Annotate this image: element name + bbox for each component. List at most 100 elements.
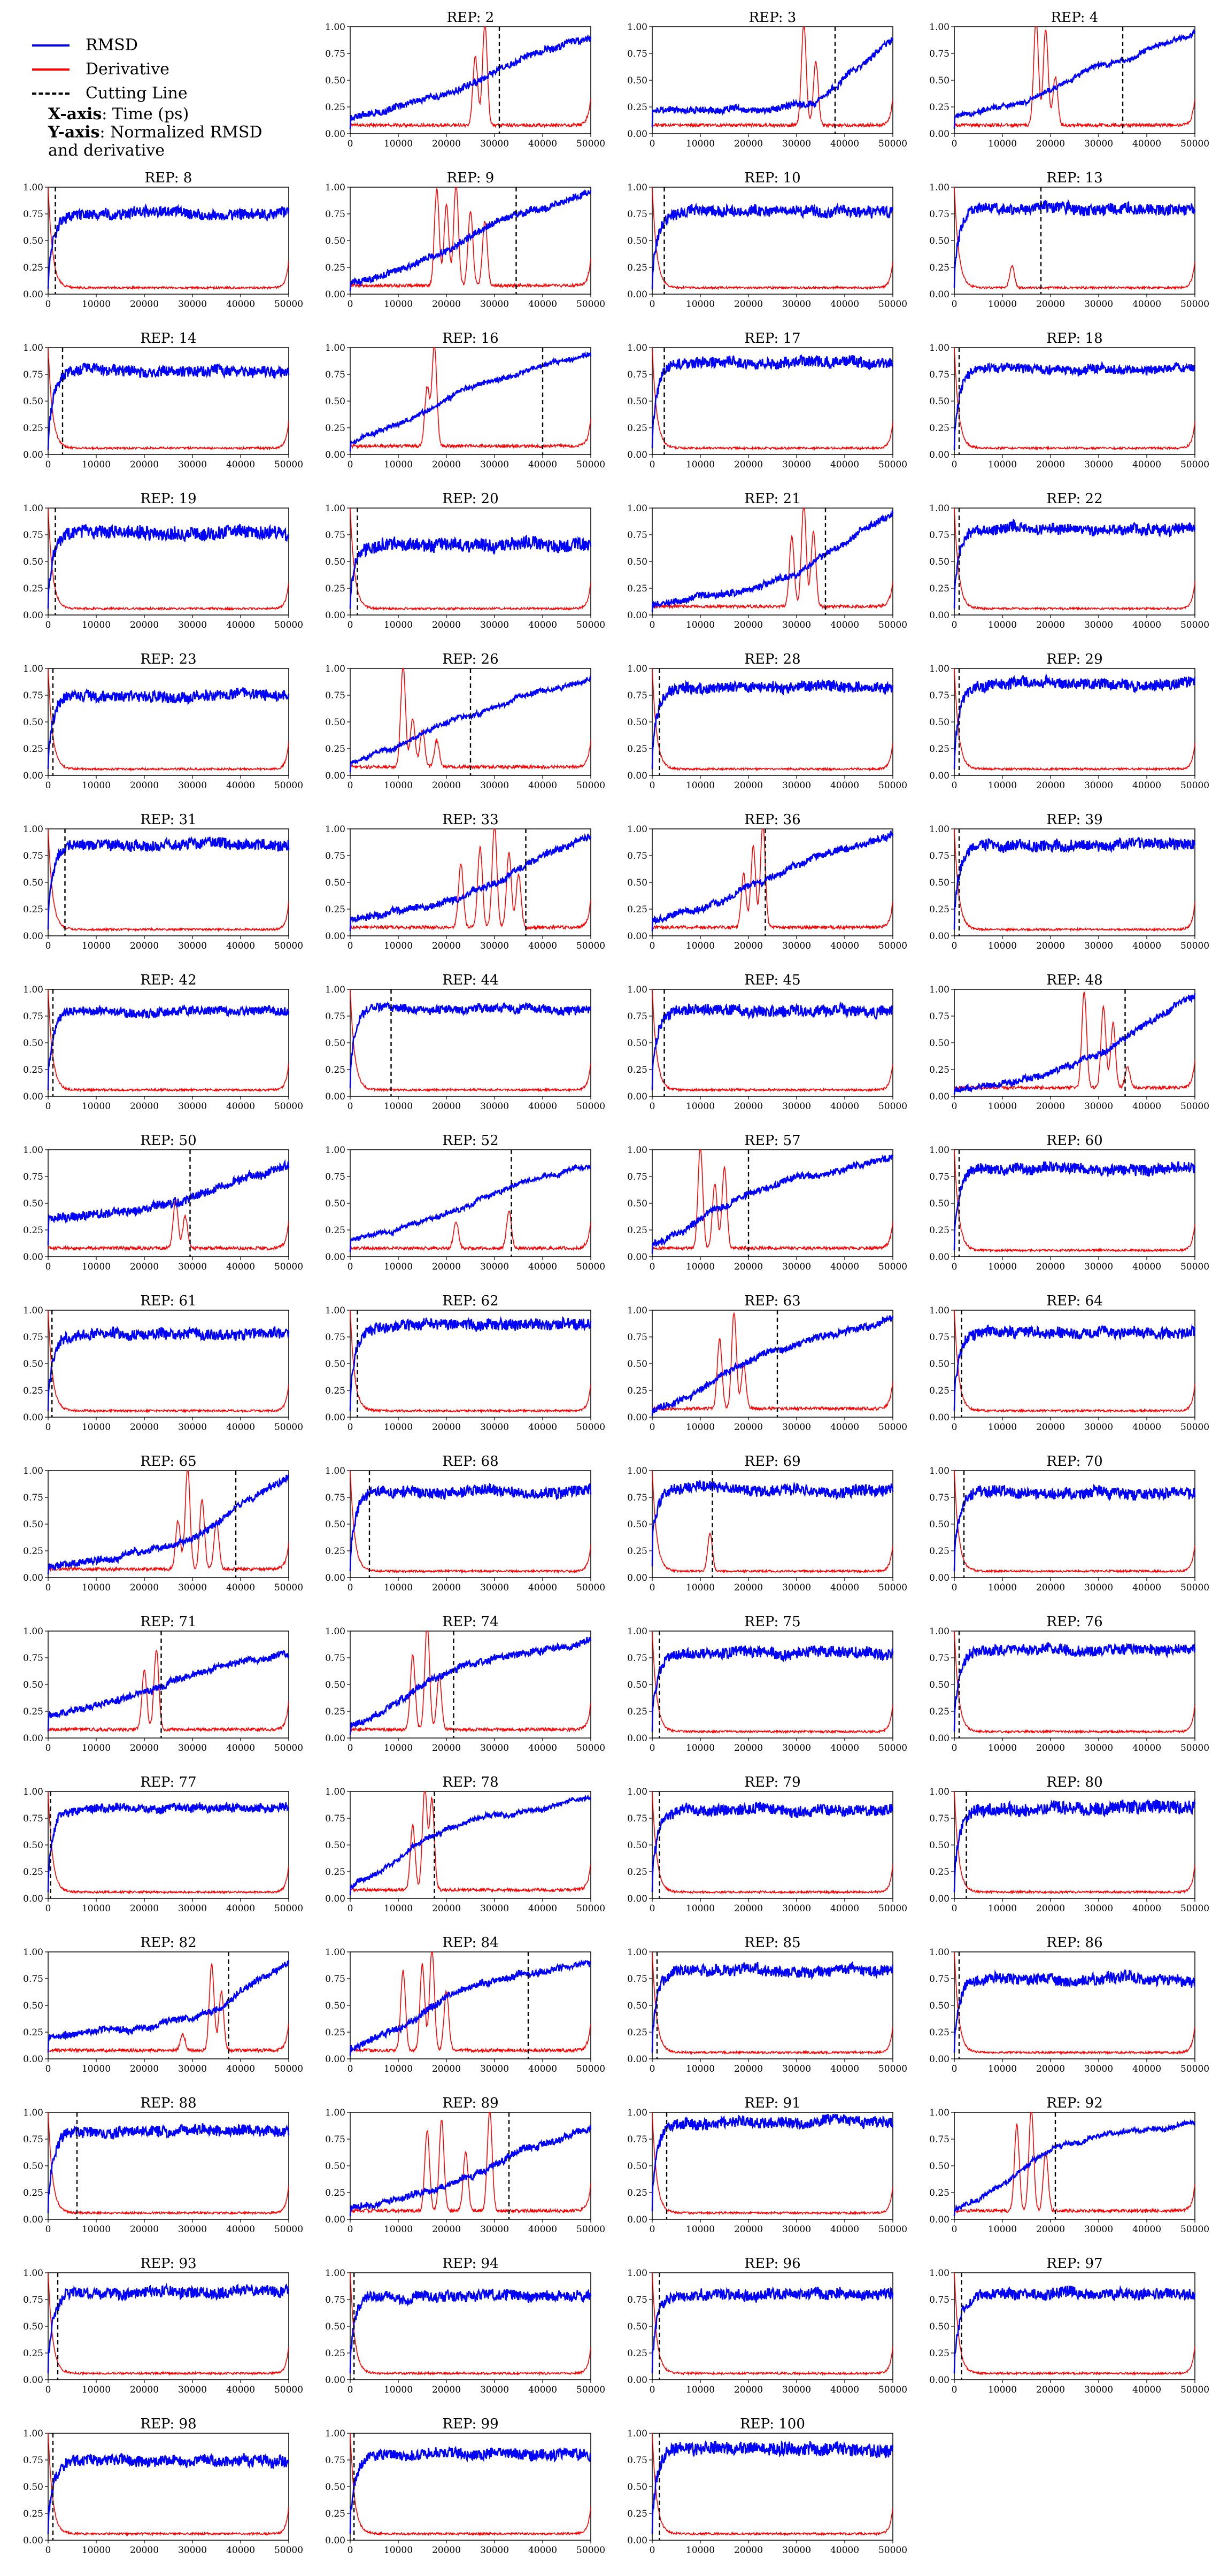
y-tick-label: 0.00 (627, 1894, 647, 1904)
x-tick-label: 40000 (226, 1422, 255, 1433)
x-tick-label: 30000 (1084, 459, 1113, 470)
y-tick-label: 0.50 (23, 2321, 43, 2332)
y-tick-label: 0.00 (23, 1412, 43, 1423)
x-tick-label: 30000 (178, 1582, 207, 1593)
y-tick-label: 0.25 (23, 423, 43, 434)
derivative-line (350, 2433, 591, 2536)
y-tick-label: 0.75 (325, 1493, 345, 1503)
x-tick-label: 40000 (1132, 139, 1161, 149)
y-tick-label: 0.75 (325, 2134, 345, 2145)
x-tick-label: 40000 (830, 2545, 859, 2556)
y-tick-label: 0.50 (929, 717, 949, 728)
derivative-line (48, 1963, 289, 2054)
y-tick-label: 1.00 (23, 503, 43, 514)
y-tick-label: 0.00 (325, 2535, 345, 2546)
x-tick-label: 40000 (528, 1422, 557, 1433)
rmsd-line (651, 679, 894, 770)
panel-rep-74: REP: 74 0.00 0.25 0.50 0.75 1.00 0 10000 20000 30… (325, 1614, 605, 1754)
y-tick-label: 0.75 (23, 530, 43, 541)
panel-rep-65: REP: 65 0.00 0.25 0.50 0.75 1.00 0 10000 20000 30… (23, 1454, 303, 1593)
panel-rep-94: REP: 94 0.00 0.25 0.50 0.75 1.00 0 10000 20000 30… (325, 2256, 605, 2395)
y-tick-label: 0.00 (23, 2214, 43, 2225)
x-tick-label: 10000 (384, 2385, 413, 2395)
x-tick-label: 50000 (878, 2064, 907, 2074)
panel-rep-78: REP: 78 0.00 0.25 0.50 0.75 1.00 0 10000 20000 30… (325, 1774, 605, 1914)
derivative-line (48, 2433, 289, 2537)
x-tick-label: 10000 (384, 1743, 413, 1754)
y-tick-label: 0.50 (627, 2161, 647, 2172)
y-tick-label: 0.75 (23, 1011, 43, 1022)
y-tick-label: 0.25 (627, 1225, 647, 1236)
y-tick-label: 1.00 (23, 1305, 43, 1316)
derivative-line (954, 1470, 1195, 1574)
y-tick-label: 0.25 (929, 1706, 949, 1717)
panel-title: REP: 14 (140, 330, 196, 347)
y-tick-label: 1.00 (23, 182, 43, 193)
x-tick-label: 50000 (576, 780, 605, 791)
x-tick-label: 20000 (734, 1101, 763, 1112)
x-tick-label: 50000 (274, 780, 303, 791)
y-tick-label: 0.75 (929, 2295, 949, 2305)
y-tick-label: 0.75 (929, 1172, 949, 1182)
x-tick-label: 0 (45, 1743, 51, 1754)
x-tick-label: 50000 (1180, 459, 1209, 470)
plot-frame (48, 1951, 289, 2059)
y-tick-label: 0.00 (929, 2214, 949, 2225)
y-tick-label: 0.00 (325, 1091, 345, 1102)
x-tick-label: 40000 (226, 2385, 255, 2395)
y-tick-label: 0.50 (325, 557, 345, 567)
x-tick-label: 20000 (130, 1903, 159, 1914)
y-tick-label: 0.75 (929, 1493, 949, 1503)
rmsd-line (47, 1004, 290, 1090)
y-tick-label: 1.00 (325, 1947, 345, 1958)
x-tick-label: 30000 (1084, 620, 1113, 630)
y-tick-label: 0.00 (929, 1252, 949, 1263)
y-tick-label: 0.25 (929, 263, 949, 273)
x-tick-label: 40000 (830, 139, 859, 149)
x-tick-label: 50000 (576, 1903, 605, 1914)
panel-title: REP: 61 (140, 1293, 196, 1309)
derivative-line (652, 26, 893, 129)
y-tick-label: 0.50 (929, 236, 949, 247)
derivative-line (954, 2112, 1195, 2214)
y-tick-label: 0.75 (325, 2295, 345, 2305)
panel-title: REP: 36 (744, 812, 800, 828)
x-tick-label: 50000 (576, 299, 605, 310)
y-tick-label: 0.50 (929, 75, 949, 86)
x-tick-label: 0 (348, 941, 353, 951)
y-tick-label: 0.75 (23, 1172, 43, 1182)
y-tick-label: 0.25 (929, 744, 949, 755)
y-tick-label: 0.75 (325, 1974, 345, 1985)
derivative-line (652, 347, 893, 451)
y-tick-label: 0.75 (325, 1332, 345, 1343)
x-tick-label: 10000 (82, 1422, 111, 1433)
y-tick-label: 0.00 (325, 289, 345, 300)
x-tick-label: 50000 (576, 2064, 605, 2074)
x-tick-label: 30000 (1084, 780, 1113, 791)
y-axis-description: : Normalized RMSD (99, 123, 263, 142)
panel-rep-70: REP: 70 0.00 0.25 0.50 0.75 1.00 0 10000 20000 30… (929, 1454, 1209, 1593)
y-tick-label: 0.75 (23, 1493, 43, 1503)
panel-title: REP: 20 (442, 491, 498, 507)
x-tick-label: 50000 (274, 2545, 303, 2556)
derivative-line (350, 828, 591, 931)
y-tick-label: 0.00 (325, 1252, 345, 1263)
y-tick-label: 0.00 (929, 2054, 949, 2065)
x-tick-label: 30000 (1084, 941, 1113, 951)
x-tick-label: 10000 (82, 620, 111, 630)
y-tick-label: 1.00 (627, 1305, 647, 1316)
y-tick-label: 0.50 (627, 717, 647, 728)
y-tick-label: 0.50 (929, 2161, 949, 2172)
y-tick-label: 0.50 (23, 717, 43, 728)
derivative-line (48, 1791, 289, 1895)
y-tick-label: 0.50 (23, 557, 43, 567)
x-tick-label: 30000 (178, 941, 207, 951)
x-tick-label: 20000 (130, 1582, 159, 1593)
y-tick-label: 0.00 (627, 2535, 647, 2546)
y-tick-label: 0.75 (627, 851, 647, 862)
y-tick-label: 0.00 (325, 1573, 345, 1583)
y-tick-label: 0.00 (929, 289, 949, 300)
rmsd-line (651, 2286, 894, 2374)
derivative-line (350, 347, 591, 449)
panel-rep-50: REP: 50 0.00 0.25 0.50 0.75 1.00 0 10000 20000 30… (23, 1133, 303, 1272)
